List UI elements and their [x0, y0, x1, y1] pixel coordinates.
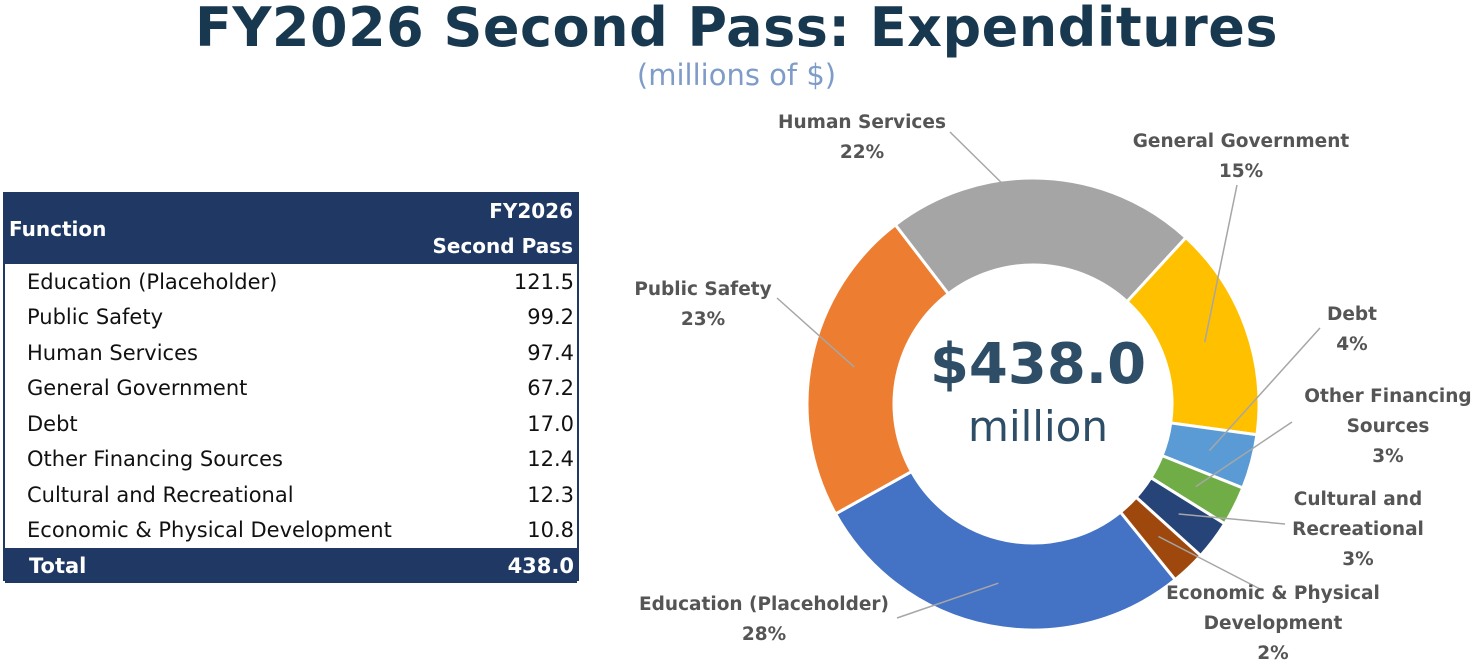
table-row: Cultural and Recreational 12.3: [5, 477, 577, 513]
leader-line: [949, 131, 1042, 223]
table-header-row: Function FY2026 Second Pass: [5, 194, 577, 264]
slice-economic-physical-development: [1118, 495, 1203, 582]
row-value: 12.3: [527, 482, 574, 507]
slice-percent: 3%: [1372, 446, 1403, 467]
leader-line: [1208, 327, 1321, 452]
slice-percent: 22%: [840, 142, 884, 163]
slice-name: Education (Placeholder): [639, 594, 889, 615]
row-name: Debt: [27, 411, 78, 436]
header-function: Function: [5, 194, 425, 264]
table-row: Other Financing Sources 12.4: [5, 442, 577, 478]
row-name: Cultural and Recreational: [27, 482, 294, 507]
slice-label: Debt 4%: [1327, 304, 1377, 355]
page-subtitle: (millions of $): [636, 58, 837, 92]
header-fy2026-line2: Second Pass: [432, 234, 573, 258]
slice-name: Sources: [1347, 416, 1430, 437]
slice-name: Other Financing: [1304, 386, 1471, 407]
slice-percent: 15%: [1219, 161, 1263, 182]
slice-name: Cultural and: [1294, 489, 1422, 510]
slice-name: Public Safety: [634, 279, 771, 300]
row-value: 12.4: [527, 447, 574, 472]
slice-name: Human Services: [778, 112, 946, 133]
slice-percent: 2%: [1257, 643, 1288, 664]
leader-line: [1203, 184, 1238, 343]
slice-label: Human Services 22%: [778, 112, 946, 163]
slice-label: Education (Placeholder) 28%: [639, 594, 889, 645]
row-name: General Government: [27, 376, 248, 401]
slice-education-placeholder: [833, 469, 1178, 632]
table-row: Human Services 97.4: [5, 335, 577, 371]
header-fy2026: FY2026 Second Pass: [425, 194, 577, 264]
total-label: Total: [5, 548, 425, 583]
table-row: Economic & Physical Development 10.8: [5, 513, 577, 549]
slice-label: General Government 15%: [1133, 131, 1350, 182]
slice-labels: Education (Placeholder) 28% Public Safety 2…: [634, 112, 1471, 664]
table-row: Public Safety 99.2: [5, 300, 577, 336]
slice-percent: 28%: [742, 624, 786, 645]
row-name: Public Safety: [27, 305, 163, 330]
slice-human-services: [893, 176, 1189, 304]
leader-line: [1178, 513, 1286, 525]
row-value: 10.8: [527, 518, 574, 543]
row-name: Education (Placeholder): [27, 269, 278, 294]
row-value: 99.2: [527, 305, 574, 330]
slice-name: Recreational: [1292, 519, 1424, 540]
leader-line: [896, 582, 999, 619]
slice-label: Public Safety 23%: [634, 279, 771, 330]
expenditure-table: Function FY2026 Second Pass Education (Pl…: [3, 192, 579, 583]
slice-public-safety: [805, 222, 951, 516]
center-total-unit: million: [968, 402, 1108, 451]
leader-line: [1195, 421, 1293, 488]
slice-label: Cultural and Recreational 3%: [1292, 489, 1424, 570]
center-total-amount: $438.0: [930, 332, 1146, 397]
leader-line: [776, 297, 855, 368]
row-value: 97.4: [527, 340, 574, 365]
header-fy2026-line1: FY2026: [489, 199, 573, 223]
row-value: 67.2: [527, 376, 574, 401]
row-value: 17.0: [527, 411, 574, 436]
row-name: Other Financing Sources: [27, 447, 283, 472]
expenditure-table-grid: Function FY2026 Second Pass Education (Pl…: [5, 194, 577, 583]
table-row: Debt 17.0: [5, 406, 577, 442]
leader-lines: [776, 131, 1321, 619]
donut-slices: [805, 176, 1261, 632]
table-total-row: Total 438.0: [5, 548, 577, 583]
slice-name: Economic & Physical: [1166, 583, 1380, 604]
slice-name: General Government: [1133, 131, 1350, 152]
row-name: Human Services: [27, 340, 198, 365]
slice-name: Debt: [1327, 304, 1377, 325]
slice-percent: 23%: [681, 309, 725, 330]
slice-name: Development: [1204, 613, 1343, 634]
row-value: 121.5: [513, 269, 574, 294]
slice-percent: 3%: [1342, 549, 1373, 570]
leader-line: [1158, 535, 1263, 591]
table-row: Education (Placeholder) 121.5: [5, 264, 577, 300]
slice-label: Economic & Physical Development 2%: [1166, 583, 1380, 664]
row-name: Economic & Physical Development: [27, 518, 392, 543]
total-value: 438.0: [425, 548, 577, 583]
page-title: FY2026 Second Pass: Expenditures: [194, 0, 1279, 59]
table-row: General Government 67.2: [5, 371, 577, 407]
slice-percent: 4%: [1336, 334, 1367, 355]
slice-label: Other Financing Sources 3%: [1304, 386, 1471, 467]
